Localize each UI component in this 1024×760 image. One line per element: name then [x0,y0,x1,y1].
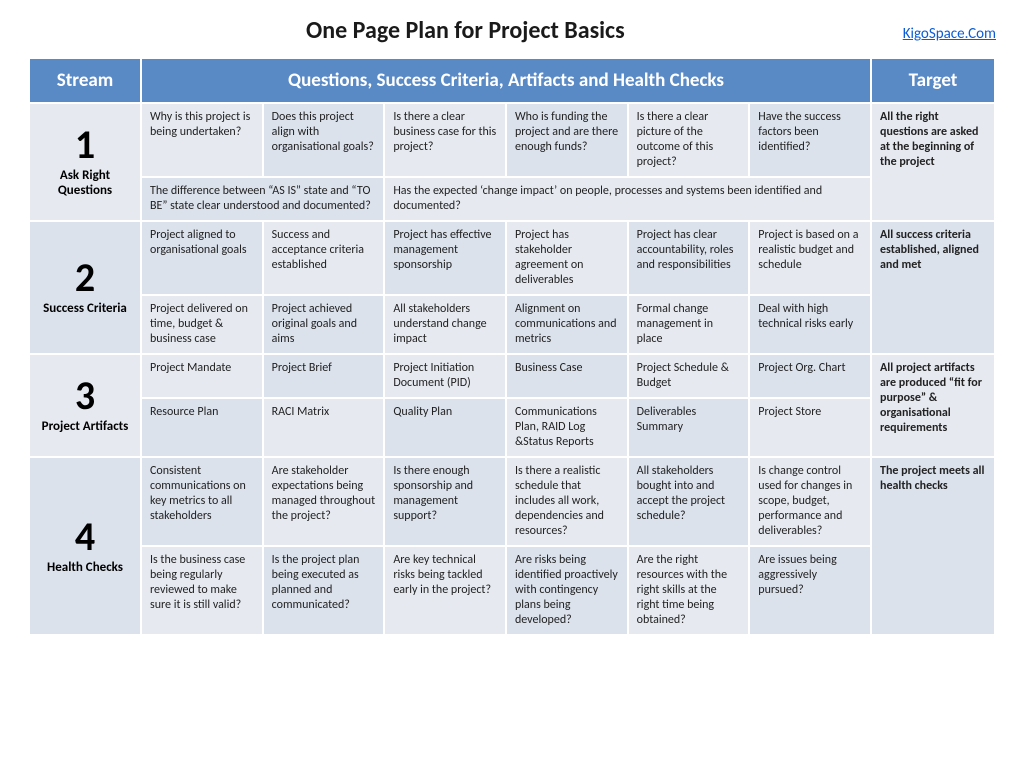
s4-r1-c2: Are stakeholder expectations being manag… [264,458,384,545]
stream-2-header: 2 Success Criteria [30,222,140,353]
stream-2-num: 2 [34,258,136,298]
s4-r2-c4: Are risks being identified proactively w… [507,547,627,634]
s3-r2-c3: Quality Plan [385,399,505,456]
s2-r2-c2: Project achieved original goals and aims [264,296,384,353]
s2-r2-c4: Alignment on communications and metrics [507,296,627,353]
s3-r1-c3: Project Initiation Document (PID) [385,355,505,397]
s3-r1-c2: Project Brief [264,355,384,397]
s2-r2-c3: All stakeholders understand change impac… [385,296,505,353]
s1-r1-c6: Have the success factors been identified… [750,104,870,176]
stream-1-num: 1 [34,125,136,165]
s1-r1-c1: Why is this project is being undertaken? [142,104,262,176]
col-header-stream: Stream [30,59,140,102]
s2-r2-c6: Deal with high technical risks early [750,296,870,353]
s3-r1-c5: Project Schedule & Budget [629,355,749,397]
stream-4-label: Health Checks [34,561,136,576]
s4-r1-c3: Is there enough sponsorship and manageme… [385,458,505,545]
stream-3-target: All project artifacts are produced “fit … [872,355,994,456]
s4-r1-c6: Is change control used for changes in sc… [750,458,870,545]
s4-r2-c5: Are the right resources with the right s… [629,547,749,634]
s3-r2-c5: Deliverables Summary [629,399,749,456]
s2-r2-c5: Formal change management in place [629,296,749,353]
s4-r2-c3: Are key technical risks being tackled ea… [385,547,505,634]
s1-r1-c2: Does this project align with organisatio… [264,104,384,176]
site-link[interactable]: KigoSpace.Com [903,25,996,43]
title-row: One Page Plan for Project Basics KigoSpa… [28,16,996,45]
s2-r1-c3: Project has effective management sponsor… [385,222,505,294]
stream-3-label: Project Artifacts [34,420,136,435]
s3-r1-c6: Project Org. Chart [750,355,870,397]
s1-r2-wide2: Has the expected ‘change impact’ on peop… [385,178,870,220]
s3-r2-c4: Communications Plan, RAID Log &Status Re… [507,399,627,456]
s2-r1-c5: Project has clear accountability, roles … [629,222,749,294]
s1-r1-c5: Is there a clear picture of the outcome … [629,104,749,176]
s4-r2-c2: Is the project plan being executed as pl… [264,547,384,634]
s2-r1-c6: Project is based on a realistic budget a… [750,222,870,294]
stream-1-header: 1 Ask Right Questions [30,104,140,220]
s3-r1-c4: Business Case [507,355,627,397]
s4-r2-c1: Is the business case being regularly rev… [142,547,262,634]
stream-1-label: Ask Right Questions [34,169,136,199]
s1-r1-c3: Is there a clear business case for this … [385,104,505,176]
s3-r2-c1: Resource Plan [142,399,262,456]
col-header-target: Target [872,59,994,102]
stream-1-target: All the right questions are asked at the… [872,104,994,220]
page-title: One Page Plan for Project Basics [28,16,903,45]
stream-2-label: Success Criteria [34,302,136,317]
s2-r1-c2: Success and acceptance criteria establis… [264,222,384,294]
s4-r1-c1: Consistent communications on key metrics… [142,458,262,545]
s3-r2-c2: RACI Matrix [264,399,384,456]
s2-r1-c1: Project aligned to organisational goals [142,222,262,294]
stream-2-target: All success criteria established, aligne… [872,222,994,353]
stream-4-header: 4 Health Checks [30,458,140,634]
s4-r2-c6: Are issues being aggressively pursued? [750,547,870,634]
s1-r2-wide1: The difference between “AS IS” state and… [142,178,383,220]
s2-r1-c4: Project has stakeholder agreement on del… [507,222,627,294]
s3-r2-c6: Project Store [750,399,870,456]
stream-4-target: The project meets all health checks [872,458,994,634]
s4-r1-c4: Is there a realistic schedule that inclu… [507,458,627,545]
s2-r2-c1: Project delivered on time, budget & busi… [142,296,262,353]
s3-r1-c1: Project Mandate [142,355,262,397]
stream-3-header: 3 Project Artifacts [30,355,140,456]
s4-r1-c5: All stakeholders bought into and accept … [629,458,749,545]
plan-table: Stream Questions, Success Criteria, Arti… [28,57,996,636]
stream-3-num: 3 [34,376,136,416]
s1-r1-c4: Who is funding the project and are there… [507,104,627,176]
col-header-middle: Questions, Success Criteria, Artifacts a… [142,59,870,102]
stream-4-num: 4 [34,517,136,557]
